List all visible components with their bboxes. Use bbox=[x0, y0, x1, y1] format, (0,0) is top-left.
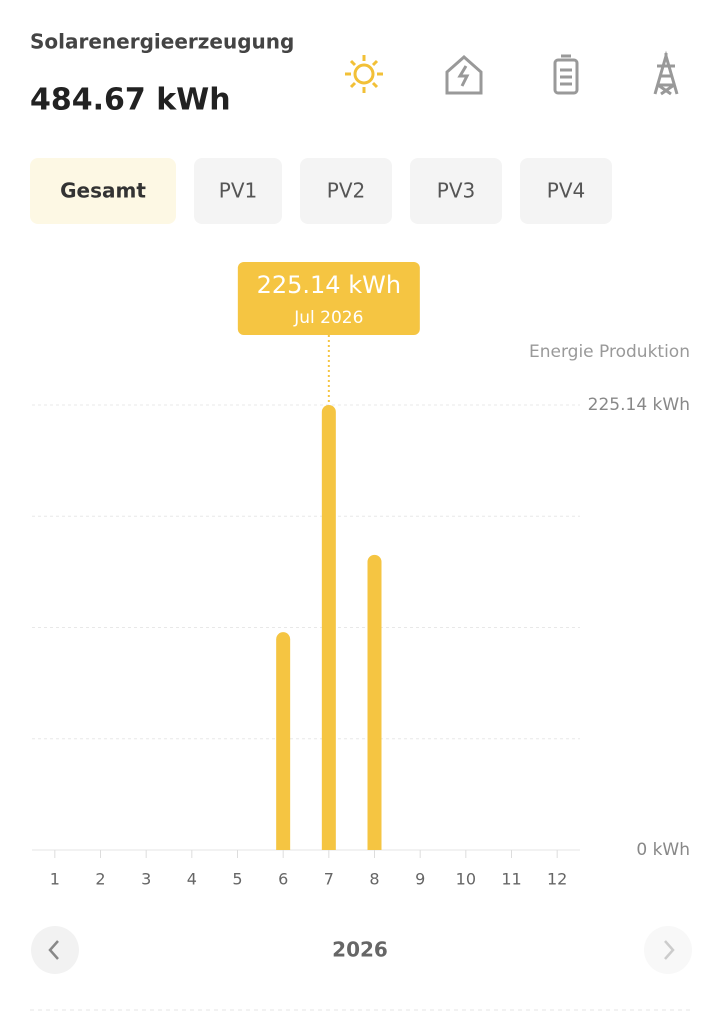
x-tick-label: 3 bbox=[141, 870, 151, 889]
tab-label: PV1 bbox=[219, 179, 257, 203]
x-tick-label: 12 bbox=[547, 870, 567, 889]
y-tick-label: 0 kWh bbox=[636, 840, 690, 860]
x-tick-label: 6 bbox=[278, 870, 288, 889]
x-tick-label: 5 bbox=[232, 870, 242, 889]
tab-label: Gesamt bbox=[60, 179, 146, 203]
next-arrow bbox=[664, 940, 675, 960]
x-tick-label: 7 bbox=[324, 870, 334, 889]
tab-label: PV4 bbox=[547, 179, 585, 203]
prev-button[interactable] bbox=[31, 926, 79, 974]
bar[interactable] bbox=[276, 632, 291, 850]
tooltip-value: 225.14 kWh bbox=[257, 271, 401, 299]
tooltip-date: Jul 2026 bbox=[293, 308, 363, 328]
battery-icon[interactable] bbox=[553, 54, 579, 95]
y-tick-label: 225.14 kWh bbox=[588, 395, 690, 415]
prev-arrow bbox=[48, 940, 59, 960]
tab[interactable] bbox=[520, 158, 612, 224]
x-tick-label: 2 bbox=[95, 870, 105, 889]
year-label: 2026 bbox=[332, 938, 388, 962]
tab[interactable] bbox=[194, 158, 282, 224]
bar[interactable] bbox=[367, 554, 382, 850]
tab[interactable] bbox=[30, 158, 176, 224]
home-icon[interactable] bbox=[445, 54, 483, 95]
total: 484.67 kWh bbox=[30, 83, 231, 118]
sun-icon[interactable] bbox=[345, 55, 383, 93]
title: Solarenergieerzeugung bbox=[30, 30, 294, 54]
tab-label: PV2 bbox=[327, 179, 365, 203]
x-tick-label: 8 bbox=[369, 870, 379, 889]
x-tick-label: 10 bbox=[456, 870, 476, 889]
x-tick-label: 9 bbox=[415, 870, 425, 889]
tab[interactable] bbox=[410, 158, 502, 224]
x-tick-label: 1 bbox=[50, 870, 60, 889]
grid-icon[interactable] bbox=[653, 50, 679, 96]
x-tick-label: 4 bbox=[187, 870, 197, 889]
bar[interactable] bbox=[321, 405, 336, 850]
tab-label: PV3 bbox=[437, 179, 475, 203]
next-button[interactable] bbox=[644, 926, 692, 974]
tab[interactable] bbox=[300, 158, 392, 224]
y-axis-title: Energie Produktion bbox=[529, 342, 690, 362]
tooltip bbox=[237, 262, 420, 335]
x-tick-label: 11 bbox=[501, 870, 521, 889]
